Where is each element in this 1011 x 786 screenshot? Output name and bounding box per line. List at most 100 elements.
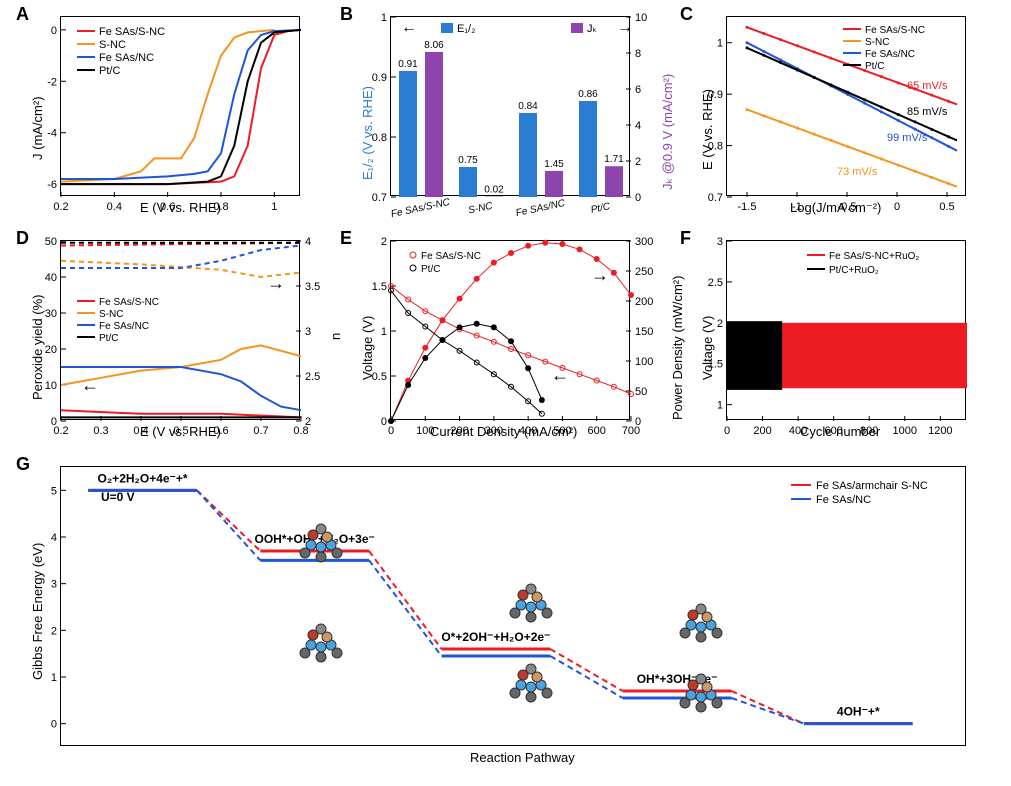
svg-text:8.06: 8.06 [424, 40, 444, 51]
svg-text:E₁/₂: E₁/₂ [457, 23, 475, 35]
svg-text:O₂+2H₂O+4e⁻+*: O₂+2H₂O+4e⁻+* [98, 471, 188, 485]
panel-e-label: E [340, 228, 352, 249]
svg-text:2.5: 2.5 [305, 371, 320, 383]
svg-text:-4: -4 [47, 128, 57, 140]
svg-text:85 mV/s: 85 mV/s [907, 106, 948, 118]
panel-g-xlabel: Reaction Pathway [470, 750, 575, 765]
svg-text:0.86: 0.86 [578, 89, 598, 100]
svg-text:2.5: 2.5 [708, 277, 723, 289]
svg-text:2: 2 [51, 625, 57, 637]
panel-c-ylabel: E (V vs. RHE) [700, 89, 715, 170]
svg-text:Fe SAs/S-NC: Fe SAs/S-NC [99, 297, 159, 308]
svg-text:0.02: 0.02 [484, 185, 504, 196]
panel-d-xlabel: E (V vs. RHE) [140, 424, 221, 439]
panel-f-xlabel: Cycle number [800, 424, 880, 439]
svg-text:0: 0 [635, 416, 641, 428]
svg-text:Fe SAs/NC: Fe SAs/NC [515, 198, 567, 219]
svg-text:50: 50 [45, 236, 57, 248]
svg-text:2: 2 [635, 156, 641, 168]
svg-text:3.5: 3.5 [305, 281, 320, 293]
svg-text:0.3: 0.3 [93, 425, 108, 437]
svg-text:4OH⁻+*: 4OH⁻+* [837, 705, 880, 719]
svg-text:Pt/C: Pt/C [590, 201, 612, 216]
panel-f-plot: 02004006008001000120011.522.53Fe SAs/S-N… [727, 241, 965, 419]
svg-text:Pt/C: Pt/C [865, 61, 884, 72]
svg-text:1: 1 [271, 201, 277, 213]
svg-text:→: → [617, 19, 633, 36]
svg-text:Jₖ: Jₖ [587, 23, 597, 35]
svg-text:0: 0 [381, 416, 387, 428]
panel-d: 0.20.30.40.50.60.70.80102030405022.533.5… [60, 240, 300, 420]
svg-text:0.7: 0.7 [372, 192, 387, 204]
svg-text:←: ← [551, 365, 569, 385]
panel-e-ylabel-right: Power Density (mW/cm²) [670, 276, 685, 420]
svg-text:1: 1 [717, 38, 723, 50]
svg-text:0: 0 [724, 425, 730, 437]
panel-d-ylabel-right: n [328, 333, 343, 340]
panel-a-xlabel: E (V vs. RHE) [140, 200, 221, 215]
svg-text:8: 8 [635, 48, 641, 60]
panel-f: 02004006008001000120011.522.53Fe SAs/S-N… [726, 240, 966, 420]
svg-text:3: 3 [51, 579, 57, 591]
svg-text:Fe SAs/armchair S-NC: Fe SAs/armchair S-NC [816, 480, 928, 492]
svg-text:Fe SAs/NC: Fe SAs/NC [865, 49, 915, 60]
svg-text:200: 200 [635, 296, 653, 308]
svg-text:2: 2 [305, 416, 311, 428]
panel-a-ylabel: J (mA/cm²) [30, 96, 45, 160]
svg-text:0.2: 0.2 [53, 201, 68, 213]
panel-e: 010020030040050060070000.511.52050100150… [390, 240, 630, 420]
svg-text:Fe SAs/NC: Fe SAs/NC [99, 52, 154, 64]
panel-b-label: B [340, 4, 353, 25]
svg-text:1: 1 [717, 400, 723, 412]
svg-text:99 mV/s: 99 mV/s [887, 132, 928, 144]
svg-text:Fe SAs/S-NC: Fe SAs/S-NC [99, 26, 165, 38]
svg-text:0: 0 [894, 201, 900, 213]
panel-a-plot: 0.20.40.60.81-6-4-20Fe SAs/S-NCS-NCFe SA… [61, 17, 299, 195]
svg-text:Pt/C+RuO₂: Pt/C+RuO₂ [829, 265, 879, 276]
panel-e-plot: 010020030040050060070000.511.52050100150… [391, 241, 629, 419]
svg-text:1: 1 [381, 12, 387, 24]
svg-text:250: 250 [635, 266, 653, 278]
svg-text:Pt/C: Pt/C [99, 65, 120, 77]
svg-text:0: 0 [51, 719, 57, 731]
panel-g-label: G [16, 454, 30, 475]
svg-text:4: 4 [51, 532, 57, 544]
svg-text:→: → [267, 273, 285, 293]
svg-text:-1.5: -1.5 [738, 201, 757, 213]
svg-text:20: 20 [45, 344, 57, 356]
svg-text:0.75: 0.75 [458, 155, 478, 166]
svg-text:0: 0 [51, 416, 57, 428]
svg-text:S-NC: S-NC [865, 37, 889, 48]
svg-text:Fe SAs/S-NC: Fe SAs/S-NC [865, 25, 925, 36]
svg-text:150: 150 [635, 326, 653, 338]
panel-e-ylabel-left: Voltage (V) [360, 316, 375, 380]
svg-text:4: 4 [305, 236, 311, 248]
panel-e-xlabel: Current Density (mA/cm²) [430, 424, 577, 439]
svg-text:2: 2 [717, 318, 723, 330]
svg-text:0.9: 0.9 [372, 72, 387, 84]
svg-text:1200: 1200 [928, 425, 952, 437]
svg-text:-6: -6 [47, 179, 57, 191]
svg-text:0.91: 0.91 [398, 59, 418, 70]
svg-text:3: 3 [717, 236, 723, 248]
svg-text:←: ← [81, 375, 99, 395]
panel-a-label: A [16, 4, 29, 25]
svg-text:Fe SAs/NC: Fe SAs/NC [816, 494, 871, 506]
svg-text:40: 40 [45, 272, 57, 284]
svg-text:73 mV/s: 73 mV/s [837, 166, 878, 178]
svg-text:0.5: 0.5 [939, 201, 954, 213]
svg-text:0: 0 [388, 425, 394, 437]
svg-text:10: 10 [635, 12, 647, 24]
svg-text:→: → [591, 265, 609, 285]
svg-text:1000: 1000 [893, 425, 917, 437]
svg-text:50: 50 [635, 386, 647, 398]
svg-text:300: 300 [635, 236, 653, 248]
svg-text:0.7: 0.7 [253, 425, 268, 437]
svg-text:1.71: 1.71 [604, 154, 624, 165]
svg-text:5: 5 [51, 485, 57, 497]
panel-b: 0.70.80.9102468100.918.06Fe SAs/S-NC0.75… [390, 16, 630, 196]
svg-text:Fe SAs/S-NC: Fe SAs/S-NC [390, 197, 452, 220]
panel-c-xlabel: Log(J/mA cm⁻²) [790, 200, 881, 216]
panel-g: 012345O₂+2H₂O+4e⁻+*OOH*+OH⁻+H₂O+3e⁻O*+2O… [60, 466, 966, 746]
svg-text:0.84: 0.84 [518, 101, 538, 112]
